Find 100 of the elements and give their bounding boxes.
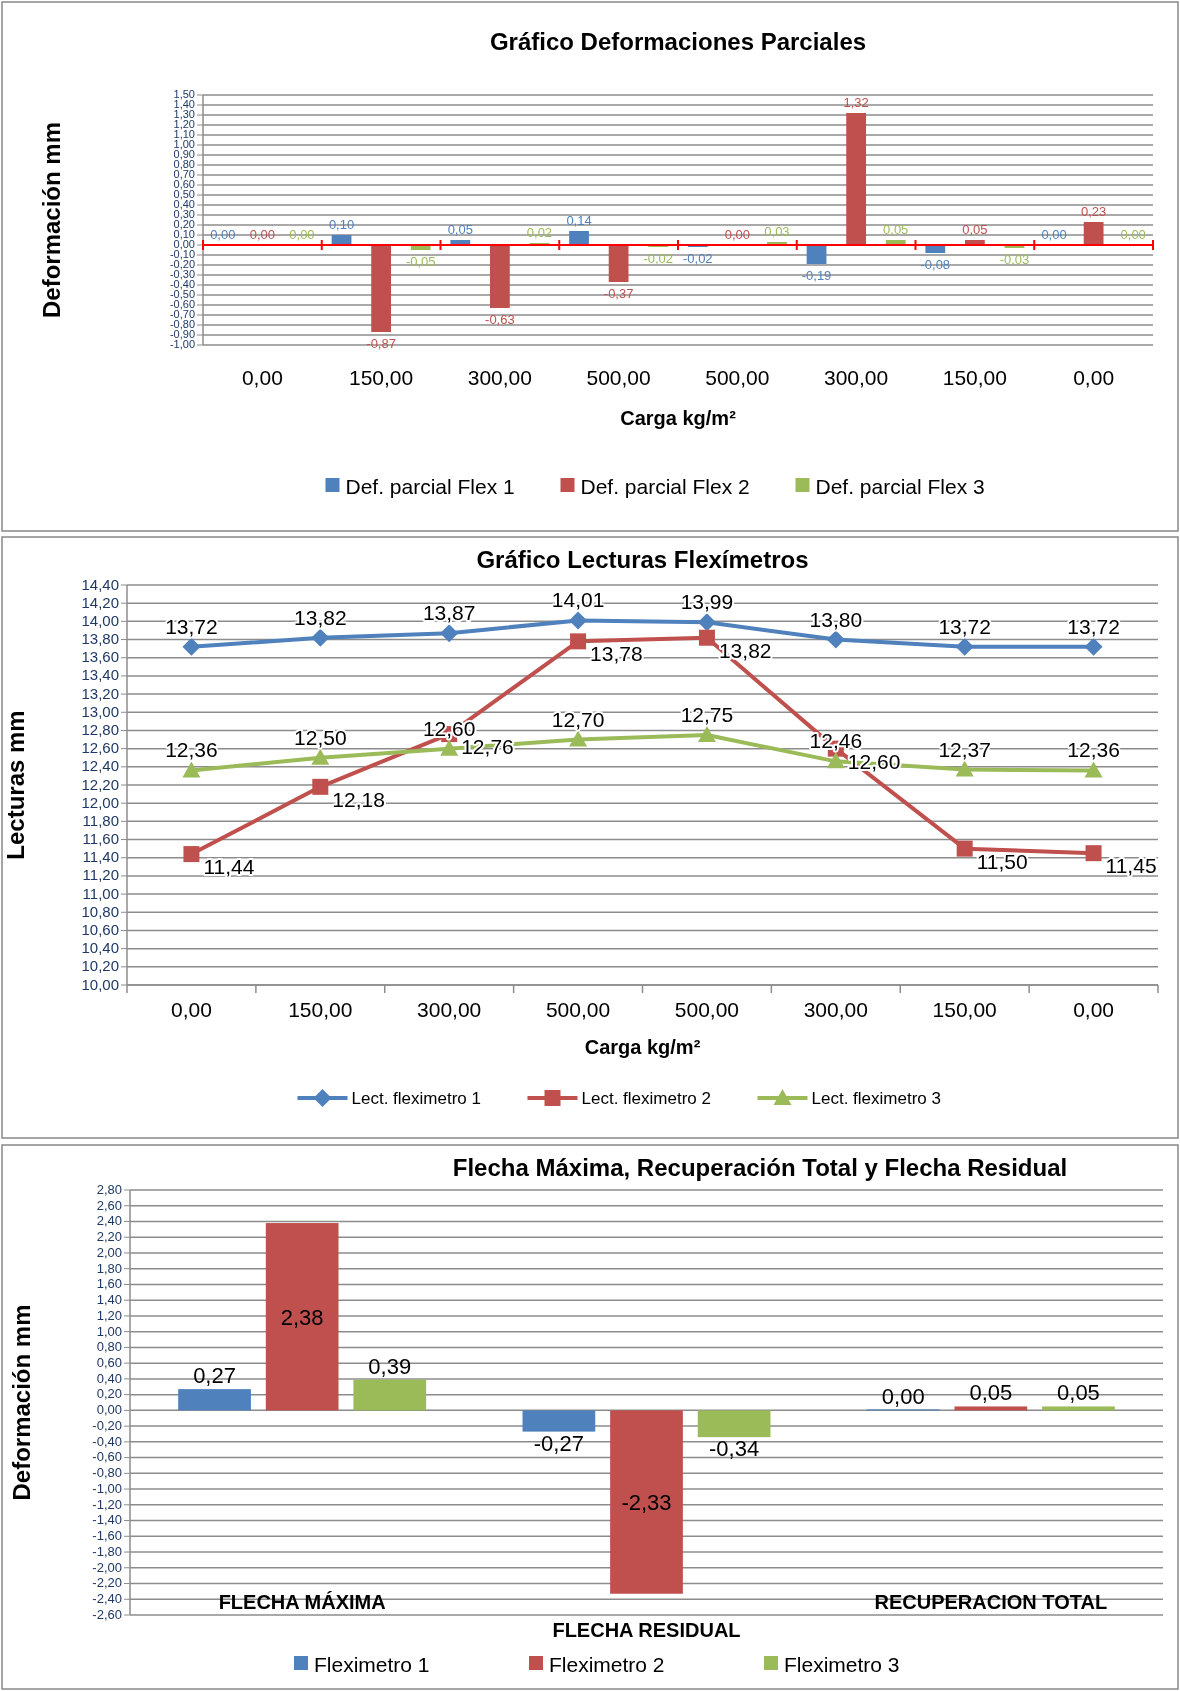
y-tick-label: 2,40 [96, 1213, 122, 1229]
point [183, 846, 200, 863]
y-tick-label: 0,50 [173, 188, 195, 201]
data-label: 2,38 [280, 1304, 324, 1330]
y-tick-label: 10,60 [81, 921, 119, 938]
y-tick-label: -1,00 [169, 338, 195, 351]
y-tick-label: 11,20 [82, 866, 119, 884]
bar [178, 1389, 251, 1411]
x-tick-label: 300,00 [417, 998, 482, 1021]
data-label: -0,02 [643, 251, 674, 266]
y-tick-label: 1,40 [96, 1292, 122, 1308]
x-tick-label: RECUPERACION TOTAL [874, 1591, 1108, 1613]
data-label: 0,10 [328, 217, 355, 232]
y-tick-label: -0,50 [169, 288, 195, 301]
y-tick-label: -0,80 [169, 318, 195, 331]
data-label: -0,87 [366, 336, 396, 351]
y-tick-label: 0,20 [96, 1386, 122, 1402]
data-label: -0,05 [405, 254, 436, 269]
point [569, 730, 588, 747]
data-label: 11,50 [976, 849, 1028, 873]
y-tick-label: 0,00 [173, 238, 195, 251]
data-label: 13,72 [165, 614, 218, 638]
y-tick-label: -1,80 [92, 1543, 122, 1559]
y-tick-label: 0,10 [173, 228, 195, 241]
bar [1083, 222, 1104, 245]
data-label: 11,44 [203, 855, 255, 879]
data-label: 0,05 [969, 1380, 1013, 1406]
x-tick-label: 300,00 [467, 366, 532, 389]
y-tick-label: 11,40 [82, 848, 119, 866]
chart-title: Gráfico Lecturas Flexímetros [476, 546, 809, 573]
y-tick-label: -0,80 [92, 1465, 122, 1481]
data-label: -0,27 [533, 1430, 584, 1456]
bar [954, 1406, 1028, 1411]
bar [489, 245, 510, 308]
y-tick-label: -0,70 [169, 308, 195, 321]
y-tick-label: 1,10 [173, 128, 195, 141]
legend-label: Lect. fleximetro 3 [811, 1089, 941, 1108]
y-tick-label: -2,60 [92, 1606, 122, 1622]
data-label: 0,02 [526, 225, 553, 240]
y-tick-label: 1,20 [96, 1307, 122, 1323]
data-label: 13,87 [422, 601, 476, 625]
y-tick-label: 2,20 [96, 1229, 122, 1245]
data-label: 0,05 [1057, 1380, 1100, 1406]
x-tick-label: 0,00 [1073, 366, 1115, 389]
data-label: 12,36 [1067, 738, 1120, 762]
y-tick-label: -0,40 [169, 278, 195, 291]
data-label: 12,75 [680, 703, 734, 726]
y-tick-label: 12,80 [81, 721, 119, 738]
y-tick-label: -1,40 [92, 1512, 122, 1528]
y-tick-label: 13,00 [81, 702, 119, 720]
x-tick-label: 150,00 [288, 998, 353, 1021]
y-tick-label: 2,60 [96, 1197, 122, 1213]
data-label: -0,37 [603, 286, 634, 301]
data-label: 0,05 [962, 222, 988, 237]
point [311, 628, 330, 647]
y-tick-label: 12,40 [81, 757, 119, 775]
y-tick-label: 0,00 [96, 1402, 122, 1418]
x-tick-label: 500,00 [705, 366, 770, 389]
bar [697, 1410, 771, 1438]
y-tick-label: 1,50 [173, 88, 195, 101]
point [955, 760, 974, 777]
point [569, 611, 588, 630]
x-tick-label: 0,00 [241, 366, 283, 389]
y-axis-title: Lecturas mm [2, 710, 29, 860]
y-tick-label: 1,00 [173, 138, 195, 151]
data-label: 0,05 [883, 222, 909, 237]
y-tick-label: -0,30 [169, 268, 195, 281]
y-axis-title: Deformación mm [38, 121, 65, 319]
data-label: 12,76 [461, 735, 514, 759]
data-label: 13,99 [680, 590, 734, 614]
data-label: 0,23 [1080, 204, 1107, 219]
x-tick-label: 300,00 [824, 366, 889, 389]
bar [846, 113, 867, 245]
legend-label: Fleximetro 3 [784, 1653, 900, 1676]
y-tick-label: -1,60 [92, 1528, 122, 1544]
bar [371, 245, 392, 332]
point [312, 778, 329, 795]
x-tick-label: 300,00 [803, 998, 868, 1021]
y-tick-label: 13,40 [81, 666, 119, 684]
data-label: 0,39 [368, 1353, 412, 1379]
y-tick-label: 10,40 [81, 939, 119, 957]
point [440, 624, 459, 643]
point [440, 739, 459, 756]
data-label: 0,00 [210, 227, 236, 242]
y-tick-label: 11,80 [82, 811, 119, 829]
y-tick-label: 10,80 [81, 902, 119, 920]
legend-label: Def. parcial Flex 3 [815, 475, 985, 498]
y-tick-label: 0,60 [96, 1355, 122, 1370]
point [955, 637, 974, 656]
y-tick-label: 0,30 [173, 208, 195, 221]
bar [265, 1223, 339, 1411]
legend-label: Fleximetro 2 [549, 1653, 665, 1676]
y-tick-label: -1,00 [92, 1480, 122, 1496]
x-tick-label: 150,00 [349, 366, 414, 389]
y-tick-label: 11,00 [82, 884, 119, 902]
y-tick-label: 0,20 [173, 218, 195, 231]
y-tick-label: 11,60 [82, 830, 119, 848]
y-tick-label: 2,00 [96, 1244, 122, 1260]
data-label: 0,00 [724, 227, 751, 242]
data-label: 0,03 [764, 224, 790, 239]
